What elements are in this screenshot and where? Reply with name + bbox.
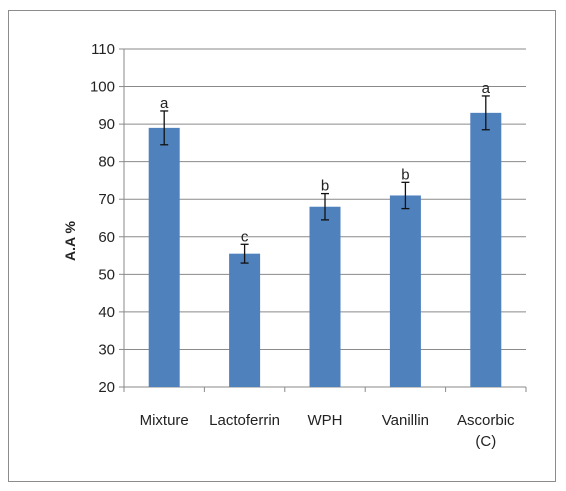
y-tick-label: 40 bbox=[98, 304, 115, 321]
y-tick-label: 90 bbox=[98, 116, 115, 133]
x-category-label: WPH bbox=[308, 412, 343, 429]
y-tick-label: 60 bbox=[98, 229, 115, 246]
x-category-label: Vanillin bbox=[382, 412, 429, 429]
bar-chart: 20 30 40 50 60 70 80 90 100 110 a Mixture c Lactoferr… bbox=[62, 41, 527, 450]
y-axis-title: A.A % bbox=[62, 220, 78, 260]
bar-5 bbox=[470, 112, 502, 387]
y-tick-label: 20 bbox=[98, 379, 115, 396]
x-category-label: Mixture bbox=[140, 412, 189, 429]
x-category-label: Lactoferrin bbox=[209, 412, 280, 429]
bar-4 bbox=[389, 195, 421, 387]
y-tick-label: 70 bbox=[98, 191, 115, 208]
significance-label: a bbox=[482, 80, 491, 97]
bars bbox=[148, 112, 502, 387]
y-tick-label: 30 bbox=[98, 341, 115, 358]
x-category-label: Ascorbic (C) bbox=[457, 412, 515, 450]
y-tick-label: 80 bbox=[98, 154, 115, 171]
significance-label: b bbox=[321, 178, 329, 195]
category-label-line: Vanillin bbox=[382, 412, 429, 429]
bar-1 bbox=[148, 127, 180, 387]
y-tick-label: 100 bbox=[90, 79, 115, 96]
significance-label: c bbox=[241, 228, 249, 245]
category-label-line: Lactoferrin bbox=[209, 412, 280, 429]
category-label-line: Mixture bbox=[140, 412, 189, 429]
category-label-line: (C) bbox=[475, 433, 496, 450]
y-tick-label: 50 bbox=[98, 266, 115, 283]
significance-label: b bbox=[401, 166, 409, 183]
significance-label: a bbox=[160, 95, 169, 112]
bar-3 bbox=[309, 206, 341, 387]
category-label-line: Ascorbic bbox=[457, 412, 515, 429]
labels: 20 30 40 50 60 70 80 90 100 110 a Mixture c Lactoferr… bbox=[90, 41, 515, 450]
chart-frame: 20 30 40 50 60 70 80 90 100 110 a Mixture c Lactoferr… bbox=[8, 10, 556, 482]
error-bars bbox=[160, 95, 490, 264]
bar-2 bbox=[229, 253, 261, 387]
y-tick-label: 110 bbox=[91, 41, 115, 58]
category-label-line: WPH bbox=[308, 412, 343, 429]
